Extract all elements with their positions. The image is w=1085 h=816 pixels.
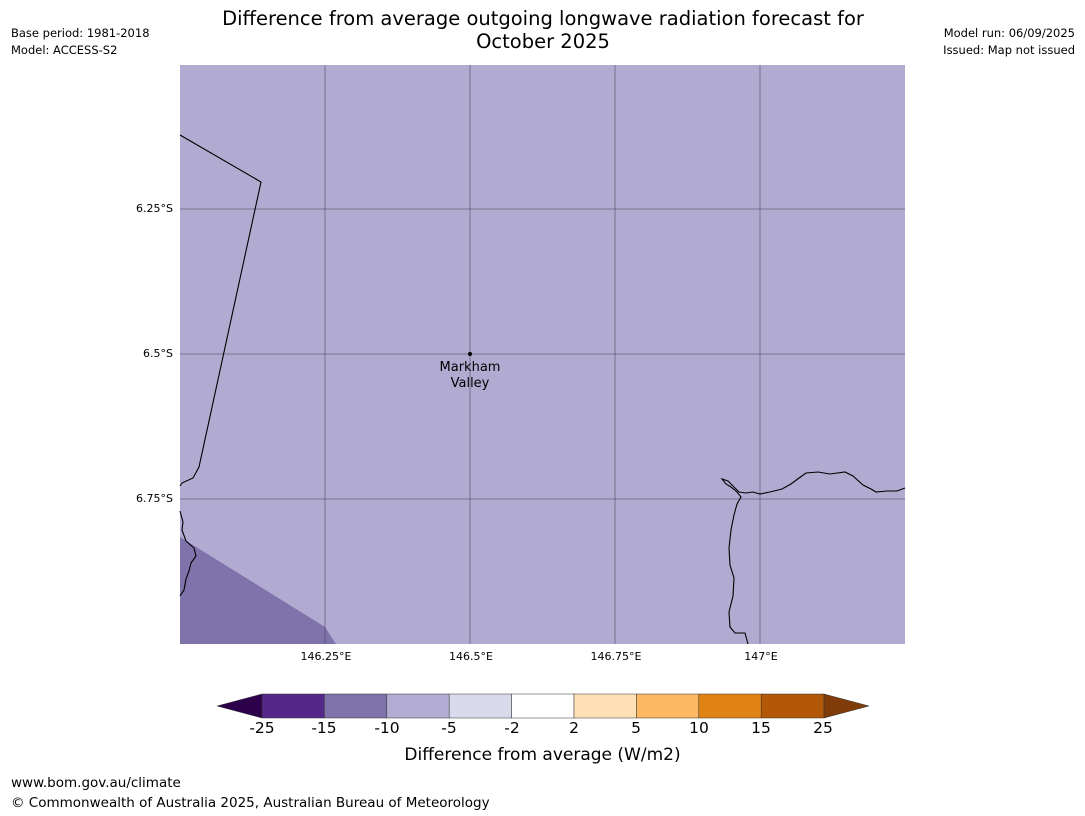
- colorbar-tick-label: 10: [689, 719, 709, 737]
- place-label-line2: Valley: [450, 376, 490, 391]
- colorbar: [216, 693, 870, 719]
- place-label-markham-valley: Markham Valley: [420, 360, 520, 392]
- colorbar-tick-label: 25: [813, 719, 833, 737]
- boundaries: [179, 134, 906, 645]
- colorbar-extend-low: [216, 693, 263, 719]
- map-fill-main: [180, 65, 905, 644]
- meta-left: Base period: 1981-2018 Model: ACCESS-S2: [11, 25, 150, 59]
- markham-valley-marker: [468, 352, 472, 356]
- colorbar-bin-7: [636, 693, 700, 719]
- colorbar-tick-label: -25: [249, 719, 275, 737]
- colorbar-bin-1: [261, 693, 325, 719]
- colorbar-tick-label: -2: [504, 719, 520, 737]
- colorbar-bin-4: [448, 693, 512, 719]
- colorbar-tick-label: -15: [311, 719, 337, 737]
- lon-label-147: 147°E: [744, 650, 778, 663]
- footer-copyright: © Commonwealth of Australia 2025, Austra…: [11, 795, 490, 811]
- colorbar-extend-high: [823, 693, 870, 719]
- model-name: Model: ACCESS-S2: [11, 43, 118, 57]
- base-period: Base period: 1981-2018: [11, 26, 150, 40]
- map-title-line2: October 2025: [476, 30, 610, 53]
- place-label-line1: Markham: [439, 360, 501, 375]
- colorbar-bin-8: [698, 693, 762, 719]
- model-run: Model run: 06/09/2025: [943, 26, 1075, 40]
- meta-right: Model run: 06/09/2025 Issued: Map not is…: [943, 25, 1075, 59]
- lon-label-146-25: 146.25°E: [300, 650, 352, 663]
- colorbar-bin-5: [511, 693, 575, 719]
- colorbar-tick-label: 5: [631, 719, 641, 737]
- map-title: Difference from average outgoing longwav…: [180, 7, 906, 53]
- lat-label-6-75: 6.75°S: [136, 492, 173, 505]
- colorbar-bin-3: [386, 693, 450, 719]
- province-boundary: [179, 134, 262, 487]
- lat-label-6-5: 6.5°S: [143, 347, 173, 360]
- colorbar-bin-2: [324, 693, 388, 719]
- coastline-right: [720, 471, 906, 645]
- colorbar-tick-label: -10: [374, 719, 400, 737]
- colorbar-title: Difference from average (W/m2): [404, 745, 681, 765]
- colorbar-tick-label: -5: [441, 719, 457, 737]
- colorbar-tick-label: 15: [751, 719, 771, 737]
- coastline-left: [179, 510, 197, 597]
- lon-label-146-5: 146.5°E: [449, 650, 493, 663]
- colorbar-tick-label: 2: [569, 719, 579, 737]
- lat-label-6-25: 6.25°S: [136, 202, 173, 215]
- footer-url[interactable]: www.bom.gov.au/climate: [11, 775, 181, 791]
- lon-label-146-75: 146.75°E: [590, 650, 642, 663]
- issued-status: Issued: Map not issued: [943, 43, 1075, 57]
- map-title-line1: Difference from average outgoing longwav…: [222, 7, 864, 30]
- colorbar-bin-9: [760, 693, 825, 719]
- map-fill-darker-region: [180, 537, 336, 644]
- colorbar-bin-6: [573, 693, 637, 719]
